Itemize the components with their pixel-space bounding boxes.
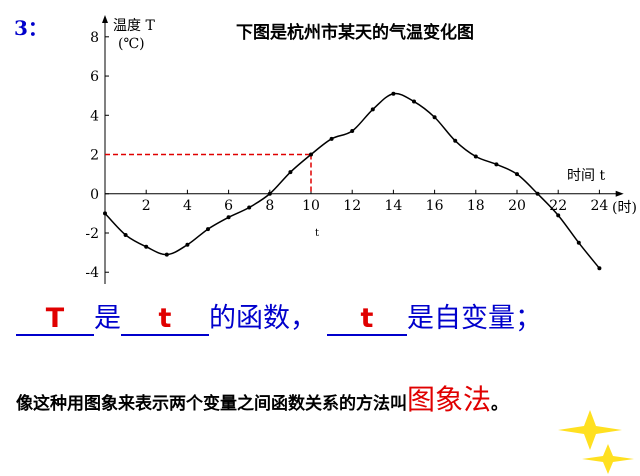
data-point — [226, 215, 231, 220]
reference-label: t — [315, 228, 319, 239]
x-tick-label: 2 — [142, 198, 151, 214]
conclusion: 像这种用图象来表示两个变量之间函数关系的方法叫图象法。 — [16, 378, 508, 418]
x-tick-label: 14 — [384, 198, 402, 214]
y-tick-label: 8 — [90, 30, 99, 46]
x-tick-label: 12 — [343, 198, 361, 214]
x-tick-label: 24 — [590, 198, 608, 214]
x-axis-label: 时间 t — [567, 168, 605, 184]
temperature-line — [104, 92, 600, 269]
data-point — [370, 107, 375, 112]
data-point — [309, 152, 313, 157]
data-point — [164, 252, 169, 257]
y-tick-label: 6 — [90, 69, 99, 85]
x-tick-label: 8 — [265, 198, 274, 214]
data-point — [515, 172, 519, 177]
blank: t — [121, 303, 209, 336]
data-point — [267, 191, 272, 196]
y-axis-unit: (℃) — [118, 36, 145, 52]
star — [582, 444, 634, 474]
text: 是 — [94, 303, 121, 334]
data-point — [576, 240, 581, 245]
text: 像这种用图象来表示两个变量之间函数关系的方法叫 — [16, 394, 407, 414]
data-point — [432, 115, 437, 120]
data-point — [288, 170, 293, 175]
chart: 下图是杭州市某天的气温变化图 温度 T (℃) 时间 t (时) -4-2024… — [85, 15, 637, 284]
y-tick-label: -4 — [85, 265, 99, 281]
problem-number: 3： — [14, 16, 48, 40]
x-tick-label: 6 — [224, 198, 233, 214]
x-tick-label: 16 — [426, 198, 444, 214]
x-tick-label: 18 — [467, 198, 485, 214]
y-tick-label: -2 — [85, 226, 99, 242]
y-tick-label: 0 — [90, 187, 99, 203]
data-point — [597, 266, 602, 271]
data-point — [103, 211, 107, 216]
axis-arrow — [102, 15, 108, 23]
x-axis-unit: (时) — [612, 200, 637, 216]
data-point — [494, 162, 499, 167]
y-tick-label: 4 — [90, 108, 99, 124]
data-point — [247, 205, 252, 210]
data-point — [185, 242, 190, 247]
data-point — [556, 213, 561, 218]
statement: T 是 t 的函数， t 是自变量； — [16, 296, 542, 336]
x-tick-label: 4 — [183, 198, 192, 214]
x-tick-label: 10 — [302, 198, 320, 214]
data-point — [123, 232, 128, 237]
data-point — [391, 91, 396, 96]
axis-arrow — [615, 190, 624, 197]
blank: T — [16, 303, 94, 336]
data-point — [350, 128, 355, 133]
data-point — [329, 136, 334, 141]
data-point — [453, 138, 458, 143]
data-point — [206, 227, 210, 232]
term: 图象法 — [407, 383, 492, 416]
star — [558, 410, 622, 450]
data-point — [535, 191, 540, 196]
blank: t — [327, 303, 407, 336]
x-tick-label: 22 — [549, 198, 567, 214]
y-tick-label: 2 — [90, 148, 99, 164]
chart-title: 下图是杭州市某天的气温变化图 — [236, 22, 474, 43]
y-axis-label: 温度 T — [113, 18, 155, 34]
data-point — [144, 244, 149, 249]
text: 是自变量； — [407, 303, 542, 334]
data-point — [473, 154, 478, 159]
stars — [558, 410, 634, 474]
data-point — [412, 99, 416, 104]
x-tick-label: 20 — [508, 198, 526, 214]
text: 的函数， — [209, 303, 317, 334]
text: 。 — [491, 394, 509, 414]
